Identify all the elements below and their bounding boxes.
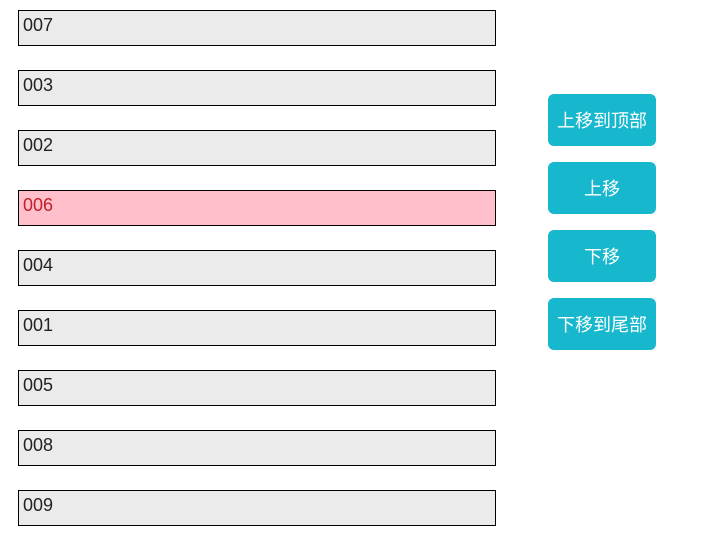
button-label: 下移 bbox=[584, 243, 620, 269]
list-item-label: 006 bbox=[23, 195, 53, 216]
button-panel: 上移到顶部 上移 下移 下移到尾部 bbox=[548, 0, 656, 366]
list-item-label: 003 bbox=[23, 75, 53, 96]
button-label: 上移 bbox=[584, 175, 620, 201]
move-up-button[interactable]: 上移 bbox=[548, 162, 656, 214]
button-label: 上移到顶部 bbox=[557, 107, 647, 133]
move-bottom-button[interactable]: 下移到尾部 bbox=[548, 298, 656, 350]
list-item[interactable]: 007 bbox=[18, 10, 496, 46]
list-item-label: 008 bbox=[23, 435, 53, 456]
list-item[interactable]: 008 bbox=[18, 430, 496, 466]
list-item-label: 009 bbox=[23, 495, 53, 516]
move-down-button[interactable]: 下移 bbox=[548, 230, 656, 282]
list-item[interactable]: 003 bbox=[18, 70, 496, 106]
list-item[interactable]: 005 bbox=[18, 370, 496, 406]
list-panel: 007 003 002 006 004 001 005 008 009 bbox=[0, 0, 494, 550]
list-item-label: 002 bbox=[23, 135, 53, 156]
list-item-label: 007 bbox=[23, 15, 53, 36]
list-item-label: 001 bbox=[23, 315, 53, 336]
list-item[interactable]: 004 bbox=[18, 250, 496, 286]
list-item-selected[interactable]: 006 bbox=[18, 190, 496, 226]
move-top-button[interactable]: 上移到顶部 bbox=[548, 94, 656, 146]
list-item[interactable]: 009 bbox=[18, 490, 496, 526]
list-item[interactable]: 002 bbox=[18, 130, 496, 166]
list-item-label: 005 bbox=[23, 375, 53, 396]
list-item[interactable]: 001 bbox=[18, 310, 496, 346]
button-label: 下移到尾部 bbox=[557, 311, 647, 337]
list-item-label: 004 bbox=[23, 255, 53, 276]
